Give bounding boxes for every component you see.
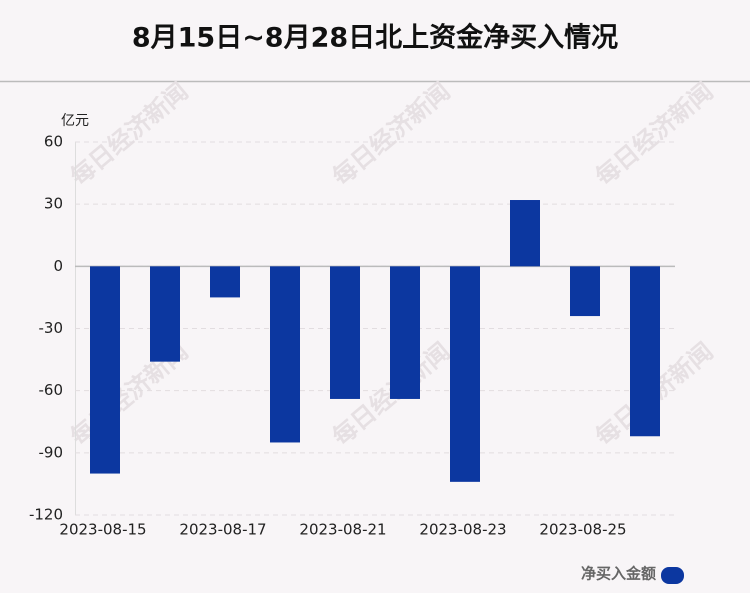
y-tick-label: -90	[39, 443, 64, 461]
y-tick-label: -30	[39, 319, 64, 337]
y-tick-label: -120	[29, 506, 63, 524]
y-tick-label: 60	[44, 133, 63, 151]
bar	[210, 266, 240, 298]
bar	[330, 266, 360, 399]
chart-title: 8月15日~8月28日北上资金净买入情况	[132, 22, 618, 54]
bar	[630, 266, 660, 437]
bar	[450, 266, 480, 482]
legend-swatch	[661, 567, 684, 584]
bar	[270, 266, 300, 443]
x-tick-label: 2023-08-15	[59, 521, 146, 539]
bar	[150, 266, 180, 362]
bar	[570, 266, 600, 317]
y-tick-label: 0	[53, 257, 63, 275]
bar	[510, 200, 540, 267]
x-tick-label: 2023-08-21	[299, 521, 386, 539]
y-unit: 亿元	[61, 113, 89, 129]
x-tick-label: 2023-08-17	[179, 521, 266, 539]
bar	[390, 266, 420, 399]
y-tick-label: -60	[39, 381, 64, 399]
legend-label: 净买入金额	[581, 565, 656, 583]
x-tick-label: 2023-08-25	[539, 521, 626, 539]
y-tick-label: 30	[44, 195, 63, 213]
x-tick-label: 2023-08-23	[419, 521, 506, 539]
bar	[90, 266, 120, 474]
